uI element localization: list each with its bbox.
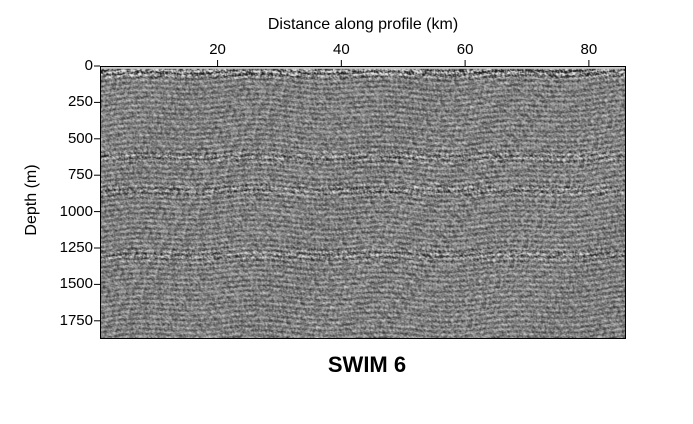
y-axis-title: Depth (m)	[23, 164, 40, 236]
x-tick-label: 20	[209, 41, 226, 58]
y-tick-label: 500	[67, 129, 93, 147]
y-tick-label: 750	[67, 166, 93, 184]
y-tick-label: 1250	[59, 239, 93, 256]
x-axis-title: Distance along profile (km)	[267, 16, 459, 33]
y-tick-label: 0	[84, 57, 93, 74]
y-tick-label: 1750	[59, 311, 93, 329]
x-tick-label: 40	[332, 41, 350, 58]
seismic-image	[101, 67, 625, 338]
x-tick-label: 60	[456, 41, 474, 58]
x-tick-label: 80	[580, 41, 598, 58]
y-tick-label: 1500	[59, 275, 93, 293]
y-tick-label: 1000	[59, 202, 93, 220]
seismic-section	[100, 66, 626, 339]
y-tick-label: 250	[67, 93, 93, 111]
figure-caption: SWIM 6	[327, 352, 407, 377]
